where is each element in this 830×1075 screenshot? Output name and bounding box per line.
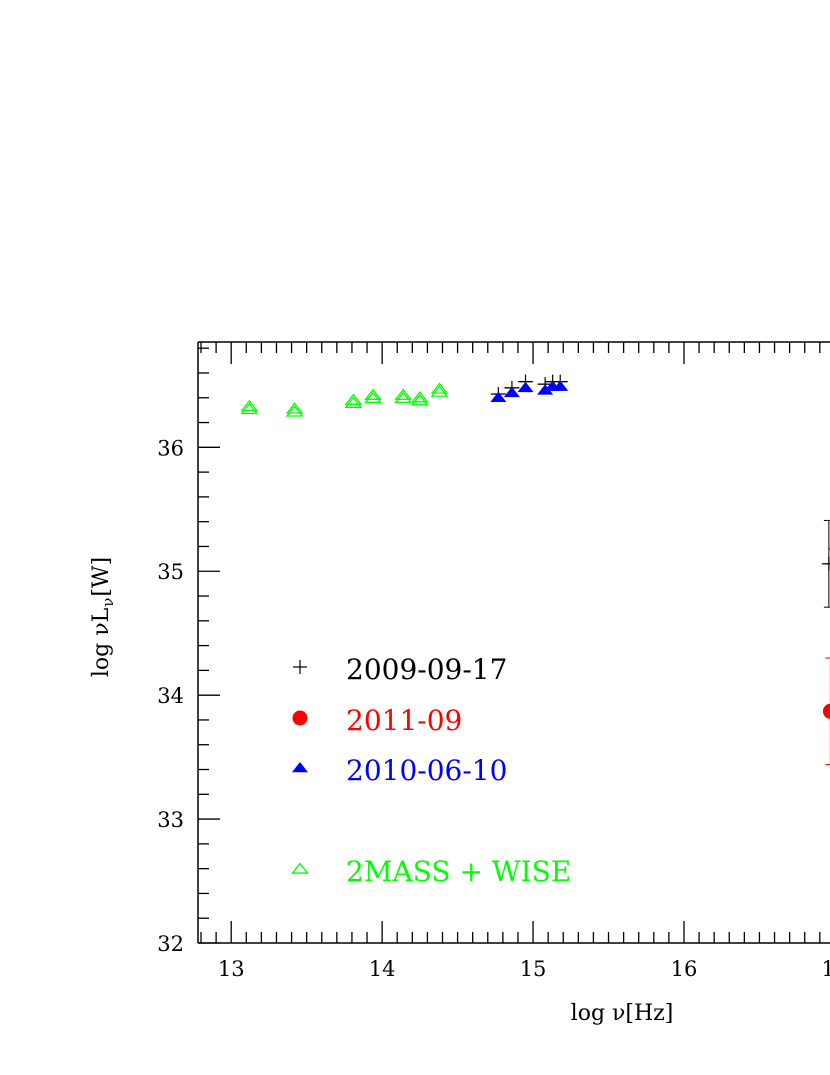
y-tick-label: 32 [157,932,184,956]
data-point-outline [285,405,304,417]
data-point-outline [394,391,413,403]
x-tick-label: 14 [369,957,396,981]
x-tick-label: 15 [520,957,547,981]
data-point [503,386,520,398]
data-point [517,381,534,393]
x-tick-label: 17 [822,957,830,981]
x-axis-label: log ν[Hz] [571,1001,674,1026]
y-tick-label: 34 [157,684,184,708]
data-point [285,402,304,414]
legend-entry-label: 2009-09-17 [346,653,507,686]
data-point [344,393,363,405]
data-point-outline [430,385,449,397]
y-axis-label: log νLν[W] [89,557,117,677]
legend-entry-label: 2MASS + WISE [346,855,571,888]
y-axis-label-subscript: ν [99,598,117,607]
series-2 [490,380,569,403]
axes-frame [197,341,830,944]
data-point [364,388,382,400]
series-3 [240,382,449,417]
axis-ticks [198,342,821,944]
series-1 [822,657,830,766]
data-point-outline [240,402,259,415]
tick-labels: 13 14 15 16 17 32 33 34 35 36 [157,436,830,981]
data-point [490,391,507,403]
data-point [394,388,413,400]
legend: 2009-09-17 2011-09 2010-06-10 2MASS + WISE [291,653,571,888]
data-point [430,382,449,394]
legend-marker [293,660,307,674]
data-point-outline [411,394,429,406]
data-point [411,391,429,403]
data-point-outline [344,396,363,408]
y-axis-label-unit: [W] [89,557,114,597]
data-point [822,703,830,719]
data-point [552,380,569,391]
x-tick-label: 13 [218,957,245,981]
y-axis-label-main: log νL [89,607,114,677]
legend-marker [292,710,308,726]
y-tick-label: 33 [157,808,184,832]
y-tick-label: 36 [157,436,184,460]
data-point-outline [364,391,382,403]
legend-entry-label: 2010-06-10 [346,754,507,787]
legend-entry-label: 2011-09 [346,704,462,737]
legend-marker [291,761,309,773]
data-points [240,374,830,766]
y-tick-label: 35 [157,560,184,584]
legend-marker [291,862,309,874]
x-tick-label: 16 [671,957,698,981]
series-0 [490,374,830,608]
data-point [821,556,830,571]
data-point [240,399,259,412]
